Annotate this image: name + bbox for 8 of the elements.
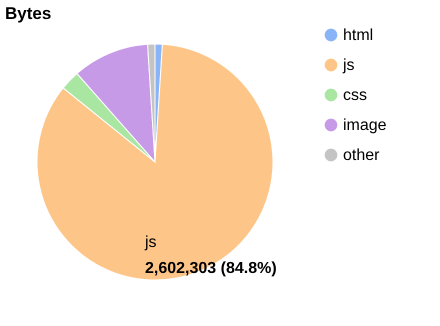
- text: js: [144, 234, 157, 251]
- chart-title: Bytes: [5, 4, 52, 23]
- text: 2,602,303 (84.8%): [145, 260, 277, 277]
- legend-label: js: [342, 57, 355, 74]
- legend-label: css: [343, 87, 367, 104]
- legend-label: image: [343, 117, 387, 134]
- legend-label: other: [343, 147, 380, 164]
- legend-label: html: [343, 27, 374, 44]
